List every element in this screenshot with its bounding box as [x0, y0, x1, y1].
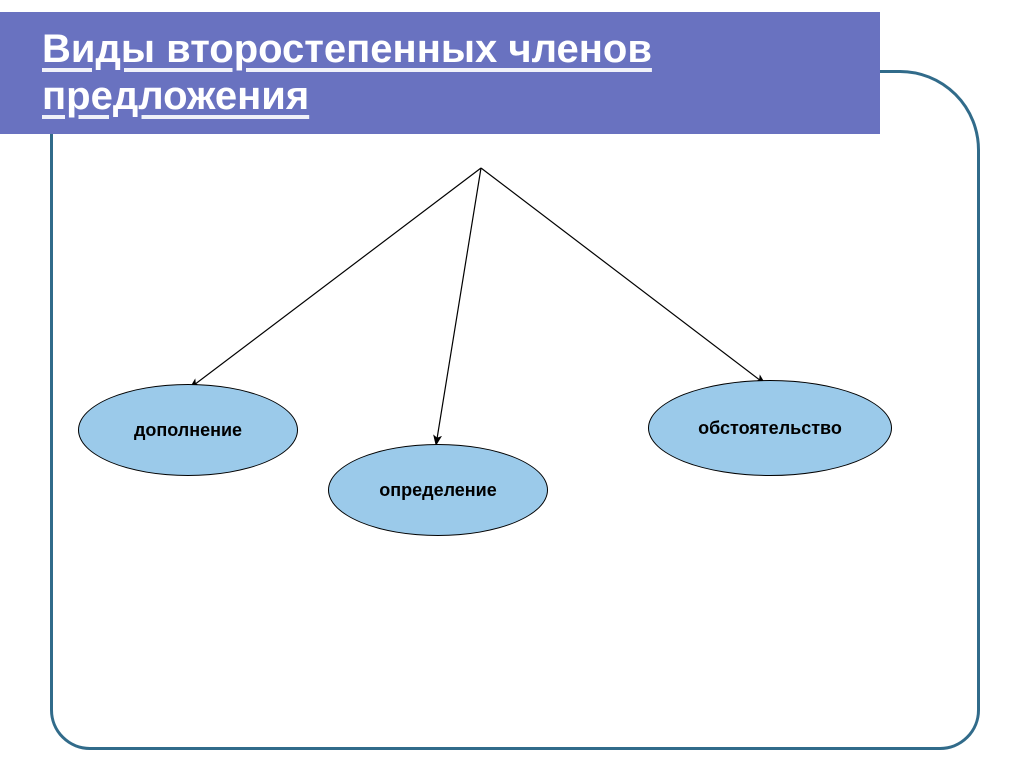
node-label: обстоятельство — [698, 418, 842, 439]
node-opredelenie: определение — [328, 444, 548, 536]
node-obstoyatelstvo: обстоятельство — [648, 380, 892, 476]
node-label: определение — [379, 480, 496, 501]
node-label: дополнение — [134, 420, 242, 441]
node-dopolnenie: дополнение — [78, 384, 298, 476]
slide-title: Виды второстепенных членов предложения — [0, 26, 880, 120]
title-bar: Виды второстепенных членов предложения — [0, 12, 880, 134]
slide-stage: Виды второстепенных членов предложения д… — [0, 0, 1024, 767]
